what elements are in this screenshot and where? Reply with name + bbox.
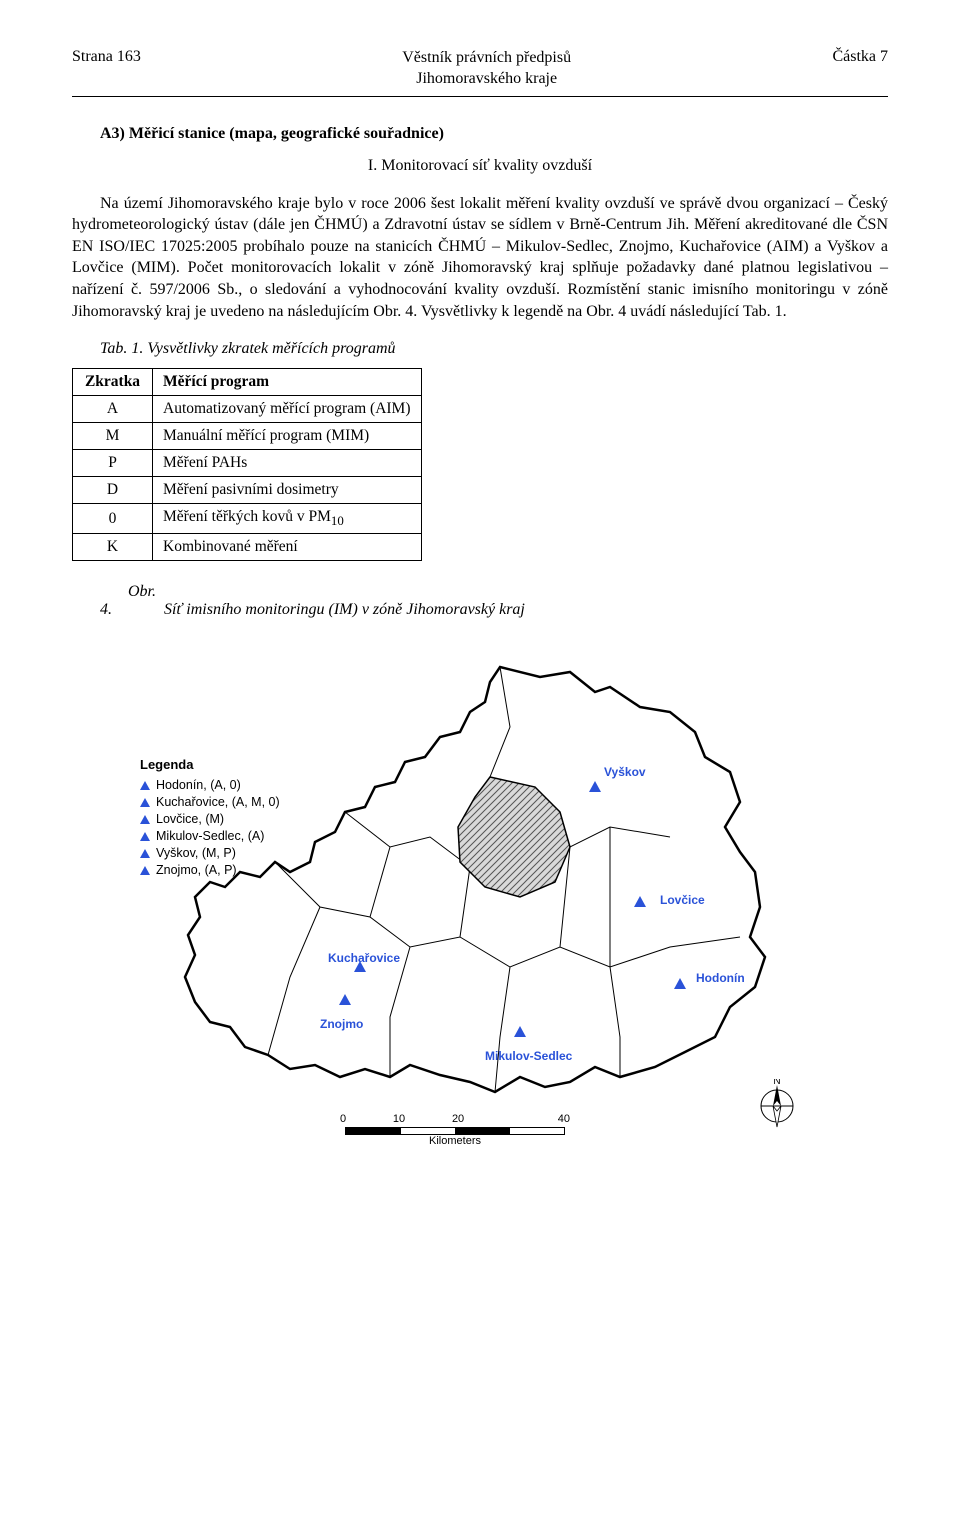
station-label: Lovčice (660, 893, 705, 907)
section-title: A3) Měřicí stanice (mapa, geografické so… (72, 125, 888, 143)
station-label: Mikulov-Sedlec (485, 1049, 572, 1063)
page-header: Strana 163 Věstník právních předpisů Jih… (72, 48, 888, 90)
table-cell-abbr: 0 (73, 504, 153, 534)
station-marker (514, 1026, 526, 1037)
station-marker (589, 781, 601, 792)
table-cell-desc: Měření pasivními dosimetry (153, 477, 422, 504)
station-label: Kuchařovice (328, 951, 400, 965)
table-row: MManuální měřící program (MIM) (73, 423, 422, 450)
table-row: KKombinované měření (73, 534, 422, 561)
compass-icon: N (752, 1079, 802, 1129)
scale-bar: 0 10 20 40 Kilometers (340, 1113, 570, 1147)
table-cell-desc: Kombinované měření (153, 534, 422, 561)
table-cell-abbr: K (73, 534, 153, 561)
compass-n: N (773, 1079, 780, 1087)
station-label: Vyškov (604, 765, 646, 779)
figure-4-caption: Obr. 4. Síť imisního monitoringu (IM) v … (72, 583, 888, 619)
header-center: Věstník právních předpisů Jihomoravského… (402, 48, 571, 90)
page-number-right: Částka 7 (832, 48, 888, 66)
table-1-caption: Tab. 1. Vysvětlivky zkratek měřících pro… (72, 340, 888, 358)
legend-item: Kuchařovice, (A, M, 0) (140, 795, 280, 809)
table-head-abbr: Zkratka (73, 369, 153, 396)
triangle-icon (140, 815, 150, 824)
scale-unit: Kilometers (340, 1135, 570, 1147)
header-center-line2: Jihomoravského kraje (402, 69, 571, 90)
scale-tick: 20 (452, 1113, 464, 1125)
legend-item: Znojmo, (A, P) (140, 863, 280, 877)
map-figure: Legenda Hodonín, (A, 0) Kuchařovice, (A, … (140, 637, 820, 1157)
triangle-icon (140, 798, 150, 807)
legend-item-label: Vyškov, (M, P) (156, 846, 236, 860)
map-svg (140, 637, 820, 1157)
legend-item: Hodonín, (A, 0) (140, 778, 280, 792)
legend-item-label: Znojmo, (A, P) (156, 863, 237, 877)
table-cell-abbr: D (73, 477, 153, 504)
subsection-heading: I. Monitorovací síť kvality ovzduší (72, 157, 888, 175)
legend-item-label: Hodonín, (A, 0) (156, 778, 241, 792)
table-row: DMěření pasivními dosimetry (73, 477, 422, 504)
legend-item: Mikulov-Sedlec, (A) (140, 829, 280, 843)
table-row: PMěření PAHs (73, 450, 422, 477)
table-head-program: Měřící program (153, 369, 422, 396)
table-cell-desc: Měření PAHs (153, 450, 422, 477)
table-row: 0Měření těřkých kovů v PM10 (73, 504, 422, 534)
figure-4-label: Obr. 4. (100, 583, 160, 619)
scale-tick: 40 (558, 1113, 570, 1125)
legend-item-label: Mikulov-Sedlec, (A) (156, 829, 264, 843)
triangle-icon (140, 781, 150, 790)
triangle-icon (140, 866, 150, 875)
legend-item-label: Kuchařovice, (A, M, 0) (156, 795, 280, 809)
page-number-left: Strana 163 (72, 48, 141, 66)
triangle-icon (140, 832, 150, 841)
table-cell-abbr: M (73, 423, 153, 450)
triangle-icon (140, 849, 150, 858)
table-cell-desc: Manuální měřící program (MIM) (153, 423, 422, 450)
scale-tick: 0 (340, 1113, 346, 1125)
table-cell-abbr: A (73, 396, 153, 423)
abbreviations-table: Zkratka Měřící program AAutomatizovaný m… (72, 368, 422, 561)
station-label: Hodonín (696, 971, 745, 985)
station-label: Znojmo (320, 1017, 363, 1031)
legend-item-label: Lovčice, (M) (156, 812, 224, 826)
station-marker (339, 994, 351, 1005)
legend-item: Lovčice, (M) (140, 812, 280, 826)
header-rule (72, 96, 888, 97)
table-row: AAutomatizovaný měřící program (AIM) (73, 396, 422, 423)
figure-4-text: Síť imisního monitoringu (IM) v zóně Jih… (164, 601, 525, 618)
table-cell-desc: Automatizovaný měřící program (AIM) (153, 396, 422, 423)
legend-title: Legenda (140, 757, 280, 772)
legend-item: Vyškov, (M, P) (140, 846, 280, 860)
map-legend: Legenda Hodonín, (A, 0) Kuchařovice, (A, … (140, 757, 280, 880)
scale-tick: 10 (393, 1113, 405, 1125)
header-center-line1: Věstník právních předpisů (402, 48, 571, 69)
station-marker (674, 978, 686, 989)
station-marker (634, 896, 646, 907)
paragraph-1: Na území Jihomoravského kraje bylo v roc… (72, 193, 888, 323)
table-cell-abbr: P (73, 450, 153, 477)
table-cell-desc: Měření těřkých kovů v PM10 (153, 504, 422, 534)
